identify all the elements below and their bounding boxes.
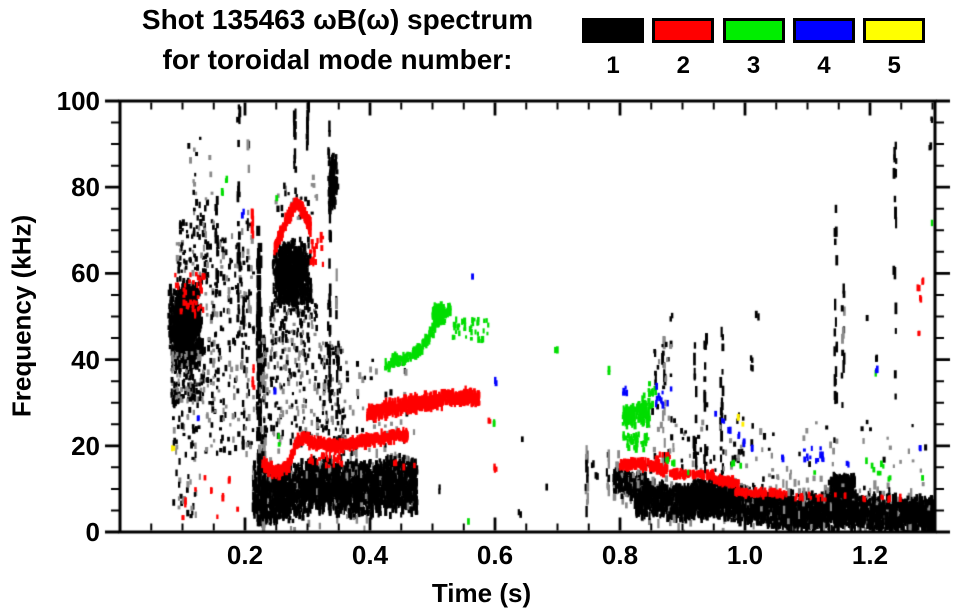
y-tick-label: 20	[71, 430, 100, 461]
y-tick-label: 100	[56, 86, 100, 116]
x-tick-label: 1.2	[851, 540, 889, 570]
x-tick-label: 0.4	[351, 540, 389, 570]
y-tick-label: 60	[71, 258, 100, 289]
y-tick-label: 0	[85, 517, 100, 547]
x-tick-label: 0.6	[476, 540, 514, 570]
x-tick-label: 0.2	[226, 540, 264, 570]
y-axis-title: Frequency (kHz)	[6, 214, 37, 418]
x-tick-label: 0.8	[601, 540, 639, 570]
x-tick-label: 1.0	[726, 540, 764, 570]
x-axis-title: Time (s)	[431, 578, 532, 608]
y-tick-label: 80	[71, 172, 100, 203]
y-tick-label: 40	[71, 344, 100, 375]
